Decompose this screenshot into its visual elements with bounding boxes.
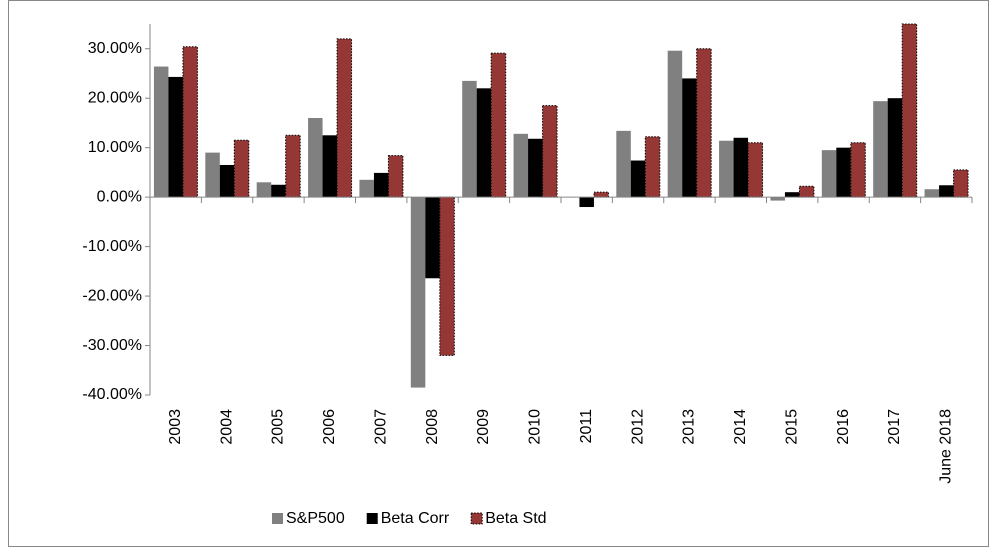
x-tick-label: 2012: [629, 409, 646, 445]
x-tick-label: 2014: [732, 409, 749, 445]
bar: [593, 191, 609, 198]
bar: [271, 184, 286, 198]
bar: [887, 98, 903, 198]
x-tick-label: 2009: [475, 409, 492, 445]
legend-swatch: [366, 513, 378, 524]
bar: [630, 160, 646, 198]
bar: [667, 50, 683, 198]
bar: [821, 150, 837, 198]
x-tick-label: 2011: [578, 409, 595, 444]
bar: [836, 147, 851, 198]
x-tick-label: 2003: [167, 409, 184, 445]
bar: [153, 66, 169, 198]
bar: [873, 101, 888, 198]
bar: [747, 142, 764, 198]
bar: [205, 152, 220, 198]
legend-swatch: [272, 513, 283, 524]
bar: [439, 196, 455, 356]
bar: [542, 105, 558, 198]
bar: [308, 117, 323, 198]
legend-swatch: [470, 512, 483, 525]
bar: [387, 155, 404, 198]
bar: [373, 172, 389, 198]
bar: [939, 185, 954, 198]
bar: [490, 52, 507, 198]
bar: [682, 78, 697, 198]
legend-label: S&P500: [286, 510, 345, 527]
y-tick-label: -10.00%: [82, 238, 142, 255]
bar: [733, 137, 749, 198]
x-tick-label: 2006: [321, 409, 338, 445]
bar: [644, 136, 661, 198]
y-tick-label: -30.00%: [82, 337, 142, 354]
bar: [219, 164, 235, 198]
x-tick-label: 2015: [783, 409, 800, 445]
legend-label: Beta Std: [485, 510, 546, 527]
x-tick-label: 2007: [372, 409, 389, 445]
bar: [462, 80, 477, 198]
bar: [476, 88, 492, 198]
bar: [336, 38, 353, 198]
bar: [798, 185, 815, 198]
bar: [410, 197, 426, 388]
legend-label: Beta Corr: [381, 510, 450, 527]
bar: [513, 133, 529, 198]
y-tick-label: 30.00%: [88, 40, 142, 57]
bar: [696, 48, 712, 198]
x-tick-label: June 2018: [938, 409, 955, 484]
bar: [616, 130, 631, 198]
x-tick-label: 2005: [270, 409, 287, 445]
bar: [359, 179, 374, 198]
x-tick-label: 2004: [218, 409, 235, 445]
bar: [182, 46, 198, 198]
x-tick-label: 2016: [835, 409, 852, 445]
bar: [233, 139, 250, 198]
y-tick-label: -20.00%: [82, 287, 142, 304]
x-tick-label: 2017: [886, 409, 903, 445]
x-tick-label: 2008: [424, 409, 441, 445]
bar: [953, 169, 969, 198]
x-tick-label: 2013: [681, 409, 698, 445]
bar: [901, 23, 918, 198]
bar: [285, 134, 301, 198]
bar: [784, 192, 800, 198]
bar: [322, 135, 338, 198]
y-tick-label: 0.00%: [97, 188, 142, 205]
y-tick-label: 20.00%: [88, 89, 142, 106]
bar: [719, 140, 734, 198]
bar: [924, 189, 940, 198]
bar: [425, 197, 440, 279]
bar: [770, 197, 785, 201]
y-tick-label: -40.00%: [82, 386, 142, 403]
bar: [579, 197, 594, 208]
y-tick-label: 10.00%: [88, 139, 142, 156]
x-tick-label: 2010: [527, 409, 544, 445]
bar: [168, 76, 183, 198]
bar: [528, 138, 543, 198]
bar: [256, 182, 272, 198]
bar: [850, 142, 866, 198]
